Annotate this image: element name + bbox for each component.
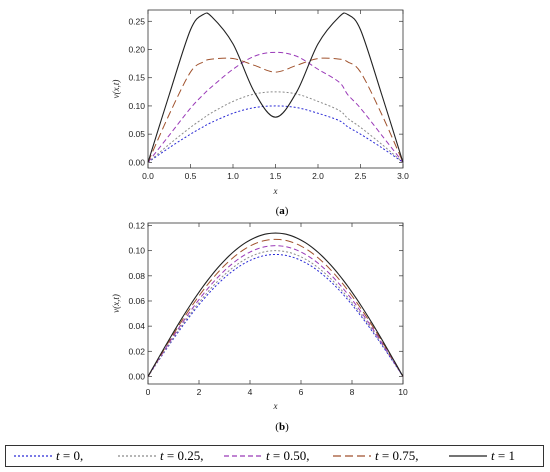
y-axis-label: v(x,t) [111, 294, 121, 313]
legend-item-1: t = 0.25, [118, 448, 203, 463]
panel-label: (a) [276, 205, 289, 217]
x-tick-label: 0 [146, 387, 151, 397]
chart-panel-b: 0 2 4 6 8 10 0.00 0.02 0.04 0.06 0.08 0.10 0.12 x v(x,… [111, 221, 408, 433]
series-line-t-0 [147, 253, 404, 377]
x-tick-label: 0.0 [142, 171, 154, 181]
x-axis-label: x [273, 401, 278, 411]
plot-frame [147, 222, 404, 385]
series-line-t-0.25 [147, 250, 404, 377]
y-tick-label: 0.15 [128, 73, 145, 83]
x-tick-label: 4 [248, 387, 253, 397]
x-axis-label: x [273, 186, 278, 196]
x-tick-label: 10 [398, 387, 408, 397]
x-tick-label: 1.5 [270, 171, 282, 181]
x-tick-label: 2.5 [355, 171, 367, 181]
legend-item-2: t = 0.50, [224, 448, 309, 463]
legend-label: t = 0.25, [160, 448, 203, 463]
legend-label: t = 0, [56, 448, 83, 463]
y-tick-label: 0.04 [128, 321, 145, 331]
y-tick-label: 0.00 [128, 157, 145, 167]
y-tick-label: 0.05 [128, 129, 145, 139]
y-axis-label: v(x,t) [111, 80, 121, 99]
legend-item-3: t = 0.75, [333, 448, 418, 463]
y-tick-label: 0.08 [128, 271, 145, 281]
legend: t = 0, t = 0.25, t = 0.50, t = 0.75, t = 1 [5, 445, 544, 467]
series-line-t-0.25 [147, 91, 404, 163]
legend-label: t = 0.50, [266, 448, 309, 463]
x-tick-label: 3.0 [397, 171, 409, 181]
series-line-t-0.75 [147, 57, 404, 163]
series-line-t-0 [147, 105, 404, 163]
legend-item-0: t = 0, [14, 448, 83, 463]
y-tick-label: 0.02 [128, 346, 145, 356]
series-line-t-0.75 [147, 238, 404, 377]
y-tick-label: 0.00 [128, 371, 145, 381]
x-tick-label: 0.5 [185, 171, 197, 181]
y-tick-label: 0.06 [128, 296, 145, 306]
legend-item-4: t = 1 [449, 448, 515, 463]
y-tick-label: 0.10 [128, 246, 145, 256]
x-tick-label: 2.0 [312, 171, 324, 181]
legend-label: t = 0.75, [375, 448, 418, 463]
plot-frame [147, 9, 404, 169]
series-line-t-1 [147, 232, 404, 377]
x-tick-label: 1.0 [227, 171, 239, 181]
series-line-t-0.50 [147, 51, 404, 163]
x-tick-label: 6 [299, 387, 304, 397]
series-line-t-1 [147, 12, 404, 163]
y-tick-label: 0.20 [128, 45, 145, 55]
series-line-t-0.50 [147, 245, 404, 377]
legend-label: t = 1 [491, 448, 515, 463]
x-tick-label: 8 [350, 387, 355, 397]
panel-label: (b) [275, 421, 289, 433]
x-tick-label: 2 [197, 387, 202, 397]
y-tick-label: 0.10 [128, 101, 145, 111]
y-tick-label: 0.12 [128, 221, 145, 231]
legend-items: t = 0, t = 0.25, t = 0.50, t = 0.75, t = 1 [14, 448, 515, 463]
chart-panel-a: 0.0 0.5 1.0 1.5 2.0 2.5 3.0 0.00 0.05 0.10 0.15 0.2… [111, 9, 409, 217]
y-tick-label: 0.25 [128, 16, 145, 26]
